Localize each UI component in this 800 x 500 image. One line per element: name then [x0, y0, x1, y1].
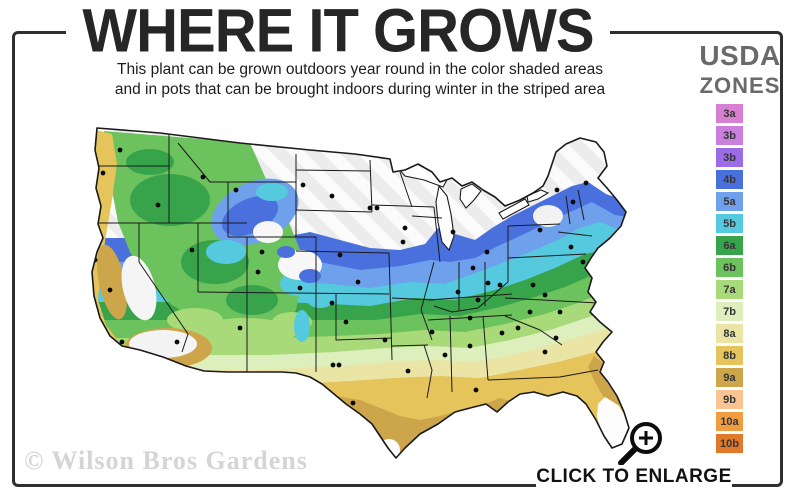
legend-zone-label: 10b	[720, 437, 739, 450]
subtitle-line-2: and in pots that can be brought indoors …	[114, 81, 606, 99]
legend-zone-label: 7a	[723, 283, 736, 296]
legend-zone-chip: 9b	[716, 390, 743, 409]
subtitle-line-1: This plant can be grown outdoors year ro…	[117, 61, 603, 78]
legend-zone-chip: 8a	[716, 324, 743, 343]
great-lakes	[397, 162, 550, 252]
click-to-enlarge-button[interactable]: CLICK TO ENLARGE	[536, 465, 732, 490]
legend-zone-chip: 4b	[716, 170, 743, 189]
legend-zone-label: 5a	[723, 195, 736, 208]
legend-zone-chip: 10b	[716, 434, 743, 453]
state-borders	[93, 131, 599, 399]
legend-zone-chip: 7b	[716, 302, 743, 321]
legend-zone-label: 10a	[720, 415, 739, 428]
legend-zone-chip: 10a	[716, 412, 743, 431]
legend-zone-chip: 3a	[716, 104, 743, 123]
legend-zone-label: 6b	[723, 261, 736, 274]
magnifier-plus-icon[interactable]	[608, 416, 668, 468]
legend-zone-label: 8a	[723, 327, 736, 340]
legend-title-usda: USDA	[699, 40, 781, 71]
legend-zone-label: 6a	[723, 239, 736, 252]
us-map-svg	[91, 127, 630, 459]
legend-zone-label: 9b	[723, 393, 736, 406]
legend-zone-chip: 8b	[716, 346, 743, 365]
legend-zone-chip: 7a	[716, 280, 743, 299]
legend-zone-chip: 3b	[716, 126, 743, 145]
watermark: © Wilson Bros Gardens	[24, 446, 308, 475]
legend-zone-label: 3a	[723, 107, 736, 120]
legend-zone-chip: 5b	[716, 214, 743, 233]
map-west-regions	[92, 130, 563, 368]
legend-zone-label: 7b	[723, 305, 736, 318]
legend-zone-chip: 9a	[716, 368, 743, 387]
legend-zone-label: 9a	[723, 371, 736, 384]
legend-zone-label: 5b	[723, 217, 736, 230]
legend-zone-chip: 3b	[716, 148, 743, 167]
legend-zone-label: 3b	[723, 151, 736, 164]
usda-zone-legend: 3a 3b 3b 4b 5a 5b 6a 6b 7a 7b 8a 8b 9a 9…	[716, 104, 743, 456]
subtitle: This plant can be grown outdoors year ro…	[40, 60, 680, 101]
page-title: WHERE IT GROWS	[0, 0, 676, 67]
legend-zone-chip: 5a	[716, 192, 743, 211]
us-hardiness-map[interactable]	[78, 108, 678, 476]
legend-zone-chip: 6a	[716, 236, 743, 255]
legend-zone-label: 4b	[723, 173, 736, 186]
legend-zone-label: 8b	[723, 349, 736, 362]
legend-zone-chip: 6b	[716, 258, 743, 277]
legend-title-zones: ZONES	[699, 73, 781, 98]
legend-title: USDA ZONES	[690, 42, 790, 97]
us-outline	[91, 127, 630, 459]
legend-zone-label: 3b	[723, 129, 736, 142]
